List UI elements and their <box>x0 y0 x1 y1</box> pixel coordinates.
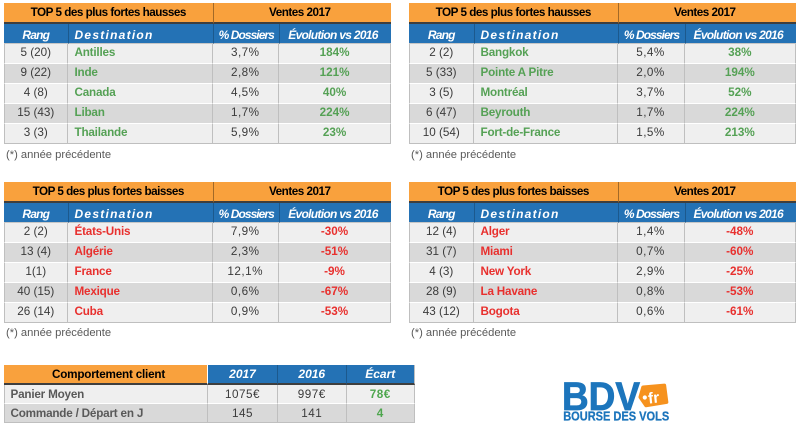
svg-text:BOURSE DES VOLS: BOURSE DES VOLS <box>563 409 669 424</box>
svg-text:fr: fr <box>647 390 660 408</box>
svg-text:BDV: BDV <box>562 375 641 419</box>
